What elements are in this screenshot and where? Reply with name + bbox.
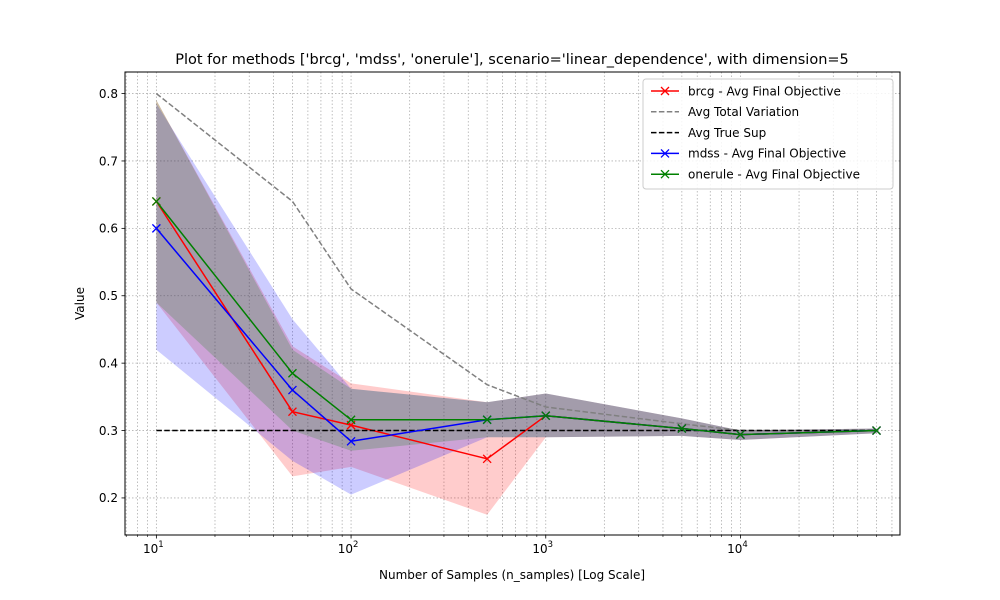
legend-marker-0 xyxy=(660,86,670,96)
x-axis-title: Number of Samples (n_samples) [Log Scale… xyxy=(379,568,645,582)
legend-marker-3 xyxy=(660,148,670,158)
x-tick-label-base: 10 xyxy=(532,542,547,556)
series-band-0 xyxy=(156,100,877,515)
legend-label-0: brcg - Avg Final Objective xyxy=(688,84,841,98)
y-axis-title: Value xyxy=(73,287,87,320)
legend-marker-4 xyxy=(660,169,670,179)
x-tick-label-base: 10 xyxy=(727,542,742,556)
series-marker-3 xyxy=(287,385,297,395)
x-tick-label: 102 xyxy=(338,540,359,556)
series-line-4 xyxy=(155,200,877,436)
x-tick-label: 104 xyxy=(727,540,748,556)
series-marker-4 xyxy=(677,424,687,433)
series-marker-4 xyxy=(346,415,356,425)
series-marker-4 xyxy=(541,411,551,421)
tick-layer xyxy=(121,93,893,539)
x-tick-label-base: 10 xyxy=(143,542,158,556)
legend-label-3: mdss - Avg Final Objective xyxy=(688,147,846,161)
x-tick-label-exponent: 1 xyxy=(158,540,163,550)
y-tick-label: 0.3 xyxy=(99,424,118,438)
series-marker-4 xyxy=(151,196,161,206)
x-tick-label-exponent: 4 xyxy=(742,540,747,550)
series-band-3 xyxy=(156,103,877,495)
x-tick-label-base: 10 xyxy=(338,542,353,556)
marker-layer xyxy=(151,196,881,464)
series-marker-4 xyxy=(287,368,297,378)
legend-box xyxy=(642,78,894,190)
legend-label-2: Avg True Sup xyxy=(688,126,766,140)
grid-layer xyxy=(125,72,900,535)
y-tick-label: 0.5 xyxy=(99,289,118,303)
legend-label-4: onerule - Avg Final Objective xyxy=(688,168,860,182)
x-tick-label: 103 xyxy=(532,540,553,556)
series-marker-0 xyxy=(287,407,297,417)
x-tick-label: 101 xyxy=(143,540,164,556)
y-tick-label: 0.6 xyxy=(99,222,118,236)
plot-frame xyxy=(124,71,901,536)
legend: brcg - Avg Final Objective Avg Total Vari… xyxy=(642,78,894,190)
series-line-1 xyxy=(155,93,877,432)
chart-title: Plot for methods ['brcg', 'mdss', 'oneru… xyxy=(175,52,849,68)
y-tick-label: 0.4 xyxy=(99,356,118,370)
y-tick-label: 0.8 xyxy=(99,87,118,101)
x-tick-labels: 101 102 103 104 xyxy=(143,540,748,556)
y-tick-labels: 0.2 0.3 0.4 0.5 0.6 0.7 0.8 xyxy=(99,87,118,505)
series-marker-3 xyxy=(346,436,356,446)
y-tick-label: 0.2 xyxy=(99,491,118,505)
series-marker-3 xyxy=(151,223,161,233)
x-tick-label-exponent: 3 xyxy=(548,540,553,550)
line-layer xyxy=(155,93,877,460)
y-tick-label: 0.7 xyxy=(99,154,118,168)
series-marker-0 xyxy=(482,454,492,464)
x-tick-label-exponent: 2 xyxy=(353,540,358,550)
series-marker-4 xyxy=(482,415,492,425)
series-marker-4 xyxy=(735,430,745,440)
series-marker-4 xyxy=(872,426,881,435)
band-layer xyxy=(156,100,877,515)
legend-label-1: Avg Total Variation xyxy=(688,105,799,119)
